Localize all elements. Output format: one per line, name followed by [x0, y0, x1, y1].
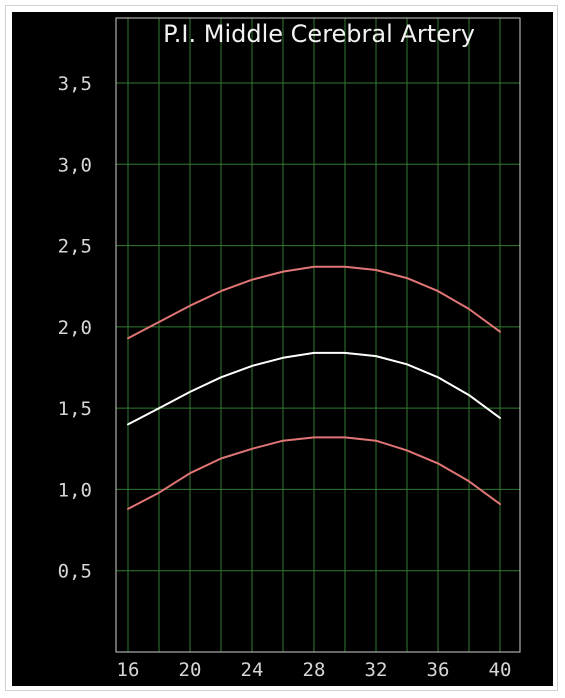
chart-title: P.I. Middle Cerebral Artery [163, 20, 475, 48]
y-tick-label: 1,5 [58, 398, 92, 420]
y-tick-label: 1,0 [58, 479, 92, 501]
label-layer: 0,5 1,0 1,5 2,0 2,5 3,0 3,5 16 20 24 28 32 36 40 [58, 73, 512, 681]
x-tick-label: 32 [365, 659, 388, 681]
series-line-median [127, 351, 501, 426]
plot-border [115, 17, 521, 653]
x-tick-label: 16 [117, 659, 140, 681]
series-line-upper [127, 265, 501, 340]
y-tick-label: 3,0 [58, 154, 92, 176]
axis-layer [115, 17, 521, 653]
series-line-lower [127, 436, 501, 510]
y-tick-label: 0,5 [58, 561, 92, 583]
x-tick-label: 28 [303, 659, 326, 681]
x-tick-label: 40 [489, 659, 512, 681]
y-tick-label: 2,0 [58, 317, 92, 339]
chart-svg: 0,5 1,0 1,5 2,0 2,5 3,0 3,5 16 20 24 28 32 36 40 P.I.… [12, 12, 553, 686]
y-tick-label: 2,5 [58, 236, 92, 258]
series-layer [127, 265, 501, 510]
x-tick-label: 20 [179, 659, 202, 681]
grid-layer [116, 18, 520, 652]
x-tick-label: 36 [427, 659, 450, 681]
chart-frame: 0,5 1,0 1,5 2,0 2,5 3,0 3,5 16 20 24 28 32 36 40 P.I.… [5, 5, 558, 691]
x-tick-label: 24 [241, 659, 264, 681]
y-tick-label: 3,5 [58, 73, 92, 95]
